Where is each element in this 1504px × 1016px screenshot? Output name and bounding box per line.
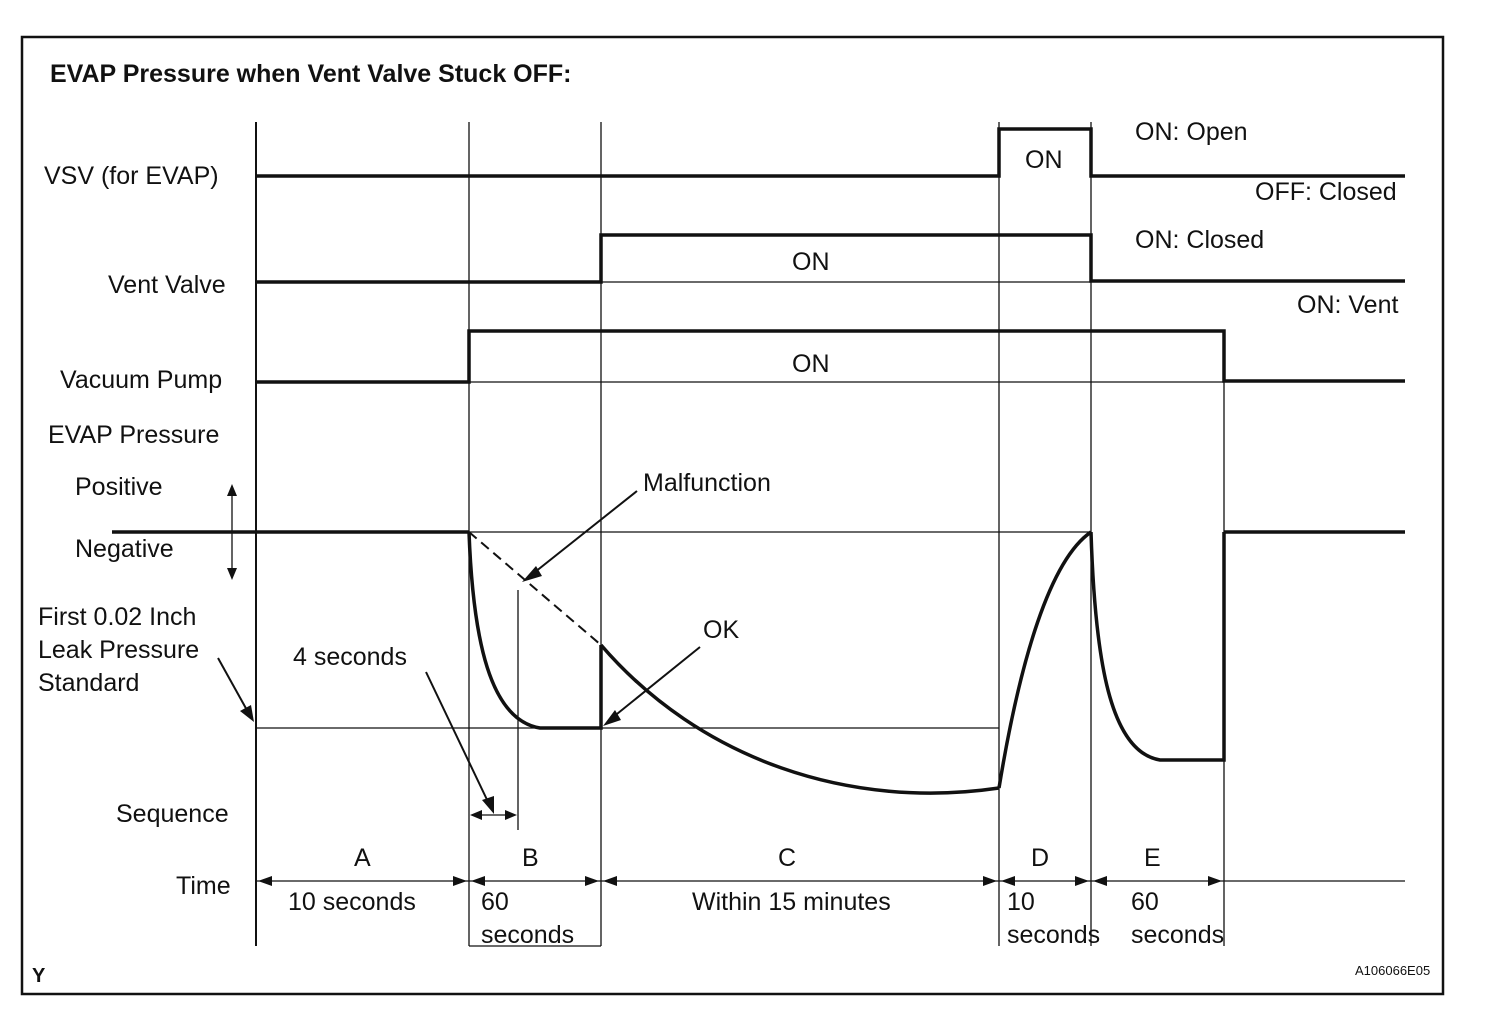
evap-pressure-label: EVAP Pressure <box>48 421 219 449</box>
vent-off-legend: ON: Vent <box>1297 291 1398 319</box>
leak-standard-label-3: Standard <box>38 669 139 697</box>
figure-id: A106066E05 <box>1355 963 1430 978</box>
vacuum-pump-signal: ON <box>256 329 1405 384</box>
time-e-1: 60 <box>1131 888 1159 916</box>
time-b-2: seconds <box>481 921 574 949</box>
time-b-1: 60 <box>481 888 509 916</box>
vent-on-state: ON <box>792 248 830 276</box>
leak-standard-label-1: First 0.02 Inch <box>38 603 196 631</box>
vsv-on-state: ON <box>1025 146 1063 174</box>
sequence-letter-c: C <box>778 844 796 872</box>
sequence-letter-e: E <box>1144 844 1161 872</box>
vent-valve-label: Vent Valve <box>108 271 226 299</box>
leak-standard-label-2: Leak Pressure <box>38 636 199 664</box>
sequence-letter-b: B <box>522 844 539 872</box>
diagram-frame <box>20 35 1445 996</box>
time-a: 10 seconds <box>288 888 416 916</box>
row-labels: VSV (for EVAP) Vent Valve Vacuum Pump EV… <box>38 162 231 900</box>
malfunction-label: Malfunction <box>643 469 771 497</box>
time-d-2: seconds <box>1007 921 1100 949</box>
sequence-letter-d: D <box>1031 844 1049 872</box>
vsv-label: VSV (for EVAP) <box>44 162 219 190</box>
time-d-1: 10 <box>1007 888 1035 916</box>
vsv-on-legend: ON: Open <box>1135 118 1248 146</box>
negative-label: Negative <box>75 535 174 563</box>
footer-left-code: Y <box>32 965 46 987</box>
vsv-signal: ON ON: Open OFF: Closed <box>256 118 1405 206</box>
time-c: Within 15 minutes <box>692 888 891 916</box>
vacuum-pump-label: Vacuum Pump <box>60 366 222 394</box>
pump-on-state: ON <box>792 350 830 378</box>
sequence-times: 10 seconds 60 seconds Within 15 minutes … <box>288 888 1224 949</box>
time-axis <box>256 876 1405 947</box>
vent-valve-signal: ON ON: Closed ON: Vent <box>256 226 1405 319</box>
annotations: Malfunction OK 4 seconds <box>217 469 771 820</box>
evap-pressure-curve <box>112 530 1405 795</box>
vent-on-legend: ON: Closed <box>1135 226 1264 254</box>
diagram-title: EVAP Pressure when Vent Valve Stuck OFF: <box>50 60 572 88</box>
time-e-2: seconds <box>1131 921 1224 949</box>
time-label: Time <box>176 872 231 900</box>
sequence-label: Sequence <box>116 800 229 828</box>
sequence-letters: A B C D E <box>354 844 1161 872</box>
positive-label: Positive <box>75 473 163 501</box>
vsv-off-legend: OFF: Closed <box>1255 178 1397 206</box>
sequence-letter-a: A <box>354 844 371 872</box>
four-seconds-label: 4 seconds <box>293 643 407 671</box>
phase-boundaries <box>255 122 1225 946</box>
ok-label: OK <box>703 616 739 644</box>
